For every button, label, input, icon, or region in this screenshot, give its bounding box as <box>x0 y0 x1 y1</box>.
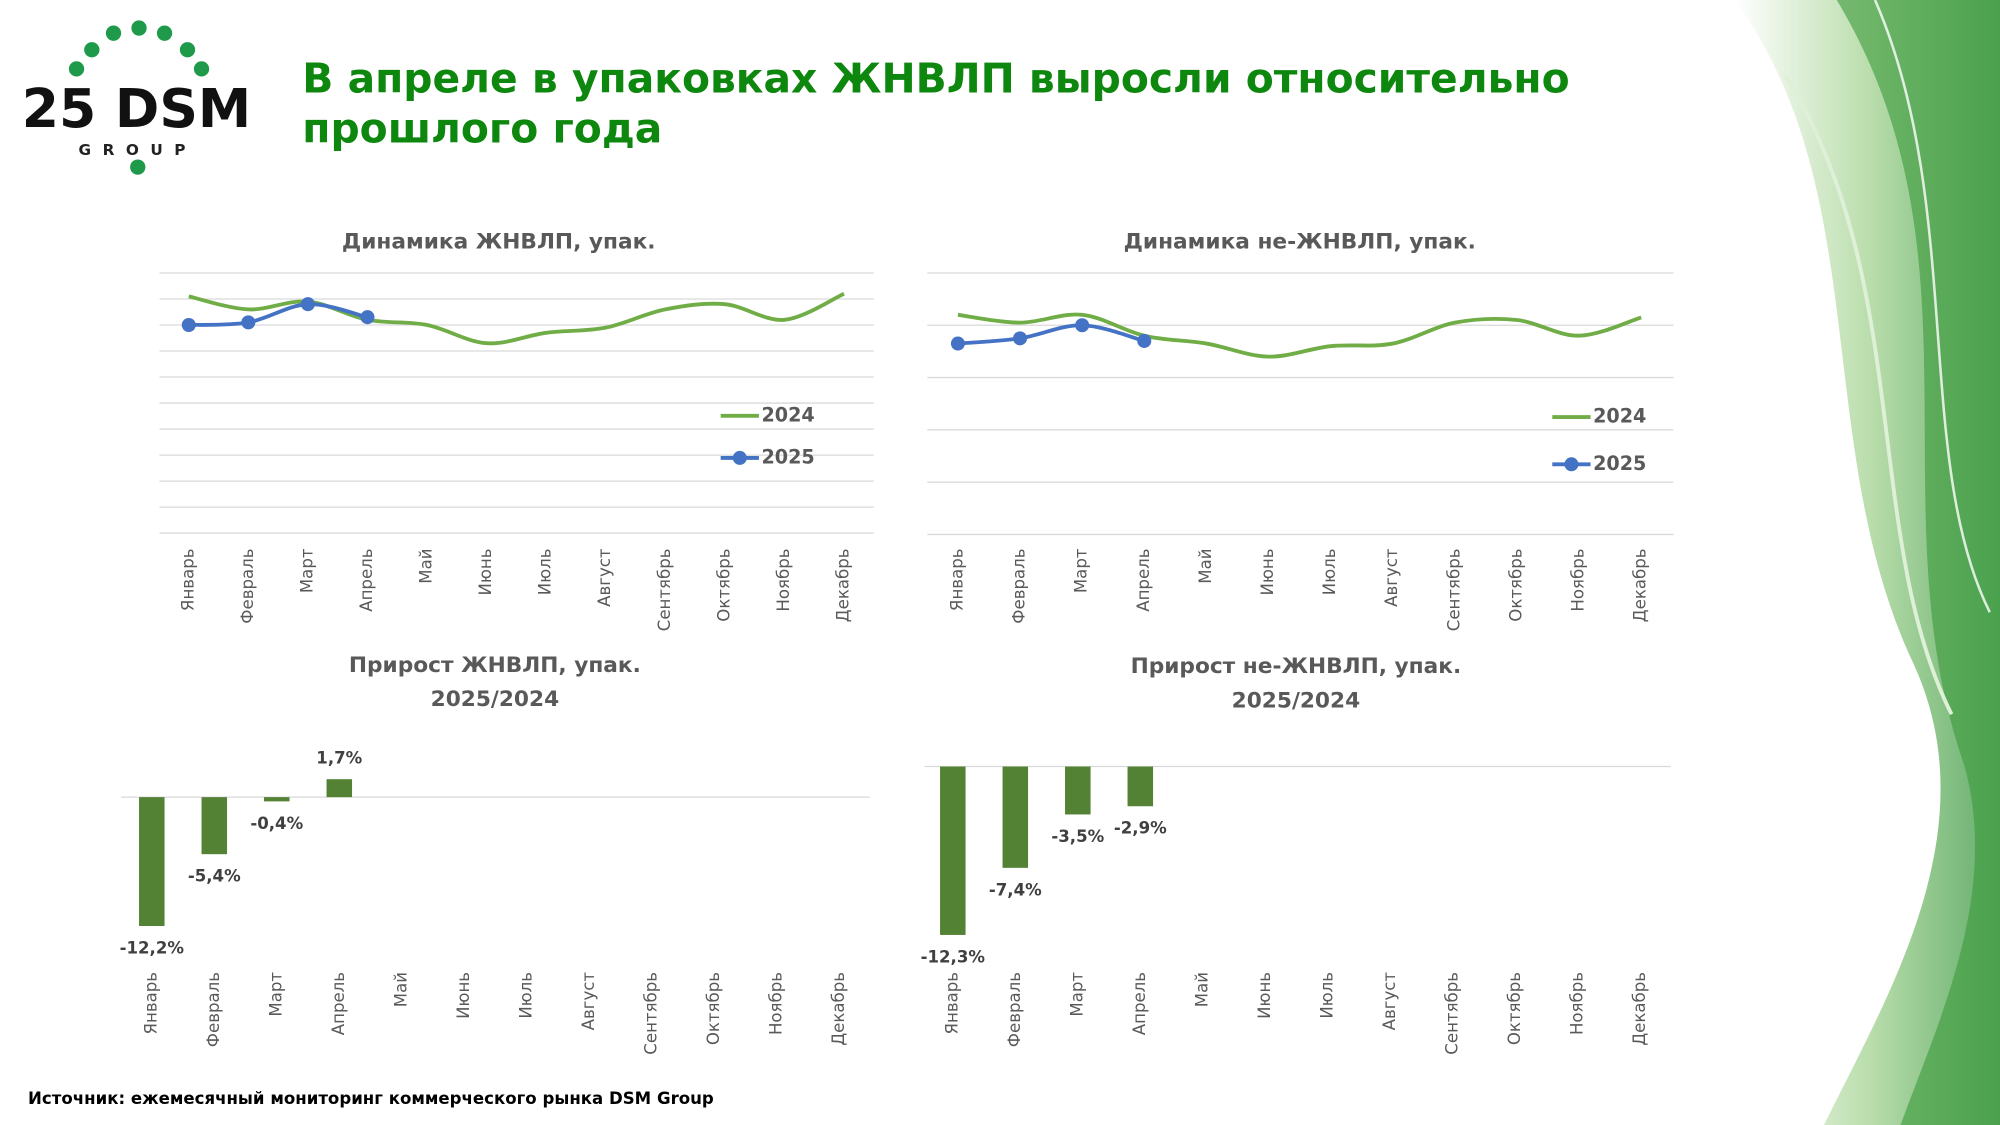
x-tick-label: Декабрь <box>834 548 853 622</box>
x-tick-label: Февраль <box>1010 548 1029 623</box>
x-tick-label: Август <box>579 972 598 1031</box>
x-tick-label: Ноябрь <box>1569 548 1588 611</box>
x-tick-label: Июнь <box>454 972 473 1019</box>
chart-title: Прирост не-ЖНВЛП, упак. <box>1131 654 1462 679</box>
x-tick-label: Апрель <box>329 972 348 1035</box>
bar <box>1127 766 1154 807</box>
bar <box>264 797 290 802</box>
x-tick-label: Май <box>1192 972 1211 1007</box>
legend-label: 2025 <box>761 445 814 468</box>
x-tick-label: Сентябрь <box>655 548 674 631</box>
chart-title: Динамика не-ЖНВЛП, упак. <box>1124 229 1476 254</box>
legend-label: 2024 <box>761 403 814 426</box>
x-tick-label: Январь <box>947 548 966 611</box>
x-tick-label: Сентябрь <box>1442 972 1461 1055</box>
point <box>360 310 375 325</box>
data-label: -12,2% <box>120 938 185 957</box>
x-tick-label: Август <box>1380 972 1399 1031</box>
point <box>181 317 196 333</box>
x-tick-label: Декабрь <box>1631 548 1650 622</box>
point <box>1075 318 1090 333</box>
point <box>950 336 965 351</box>
data-label: -0,4% <box>250 814 303 833</box>
x-tick-label: Июнь <box>1255 972 1274 1019</box>
x-tick-label: Апрель <box>1130 972 1149 1035</box>
x-tick-label: Март <box>1072 548 1091 593</box>
x-tick-label: Октябрь <box>714 548 733 621</box>
slide-title: прошлого года <box>302 104 662 152</box>
x-tick-label: Сентябрь <box>1444 548 1463 631</box>
bar <box>201 797 228 855</box>
bar <box>1002 766 1029 868</box>
x-tick-label: Март <box>1067 972 1086 1017</box>
data-label: -5,4% <box>188 867 241 886</box>
bar <box>1065 766 1091 815</box>
point <box>241 315 256 330</box>
x-tick-label: Март <box>266 972 285 1017</box>
bar <box>326 779 353 798</box>
x-tick-label: Май <box>1196 548 1215 583</box>
x-tick-label: Декабрь <box>1630 972 1649 1046</box>
legend-label: 2024 <box>1593 405 1646 428</box>
x-tick-label: Июль <box>536 548 555 595</box>
x-tick-label: Октябрь <box>704 972 723 1045</box>
x-tick-label: Апрель <box>1134 548 1153 611</box>
chart-subtitle: 2025/2024 <box>1232 689 1361 714</box>
x-tick-label: Февраль <box>238 548 257 623</box>
slide-title: В апреле в упаковках ЖНВЛП выросли относ… <box>302 55 1569 103</box>
data-label: -3,5% <box>1051 827 1104 846</box>
chart-title: Динамика ЖНВЛП, упак. <box>342 229 656 254</box>
line-series <box>957 323 1145 346</box>
logo-text: 25 DSM <box>22 77 252 140</box>
x-tick-label: Март <box>297 548 316 593</box>
data-label: -12,3% <box>921 947 986 966</box>
x-tick-label: Октябрь <box>1505 972 1524 1045</box>
logo-sub: GROUP <box>79 141 197 159</box>
line-series <box>188 302 368 327</box>
source-note: Источник: ежемесячный мониторинг коммерч… <box>28 1089 714 1108</box>
x-tick-label: Июль <box>1320 548 1339 595</box>
chart-title: Прирост ЖНВЛП, упак. <box>349 653 641 678</box>
point <box>1013 331 1028 346</box>
line-series <box>957 312 1642 359</box>
decoration <box>1734 0 2000 1125</box>
x-tick-label: Ноябрь <box>766 972 785 1035</box>
x-tick-label: Январь <box>942 972 961 1035</box>
line-series <box>188 292 845 346</box>
x-tick-label: Январь <box>141 972 160 1035</box>
x-tick-label: Июль <box>516 972 535 1019</box>
data-label: 1,7% <box>316 748 362 767</box>
logo: 25 DSM GROUP <box>22 20 252 175</box>
x-tick-label: Ноябрь <box>774 548 793 611</box>
x-tick-label: Июнь <box>476 548 495 595</box>
x-tick-label: Ноябрь <box>1567 972 1586 1035</box>
bar <box>139 797 165 926</box>
x-tick-label: Январь <box>178 548 197 611</box>
legend-label: 2025 <box>1593 452 1646 475</box>
x-tick-label: Май <box>417 548 436 583</box>
x-tick-label: Февраль <box>1005 972 1024 1047</box>
x-tick-label: Апрель <box>357 548 376 611</box>
x-tick-label: Июль <box>1317 972 1336 1019</box>
x-tick-label: Июнь <box>1258 548 1277 595</box>
data-label: -2,9% <box>1114 819 1167 838</box>
x-tick-label: Февраль <box>204 972 223 1047</box>
x-tick-label: Сентябрь <box>641 972 660 1055</box>
data-label: -7,4% <box>989 880 1042 899</box>
x-tick-label: Май <box>391 972 410 1007</box>
legend-marker <box>1564 457 1579 472</box>
bar <box>940 766 966 935</box>
legend-marker <box>732 450 747 465</box>
point <box>300 297 315 312</box>
x-tick-label: Октябрь <box>1506 548 1525 621</box>
chart-subtitle: 2025/2024 <box>431 687 560 712</box>
x-tick-label: Август <box>1382 548 1401 607</box>
x-tick-label: Декабрь <box>829 972 848 1046</box>
point <box>1137 333 1152 348</box>
x-tick-label: Август <box>595 548 614 607</box>
